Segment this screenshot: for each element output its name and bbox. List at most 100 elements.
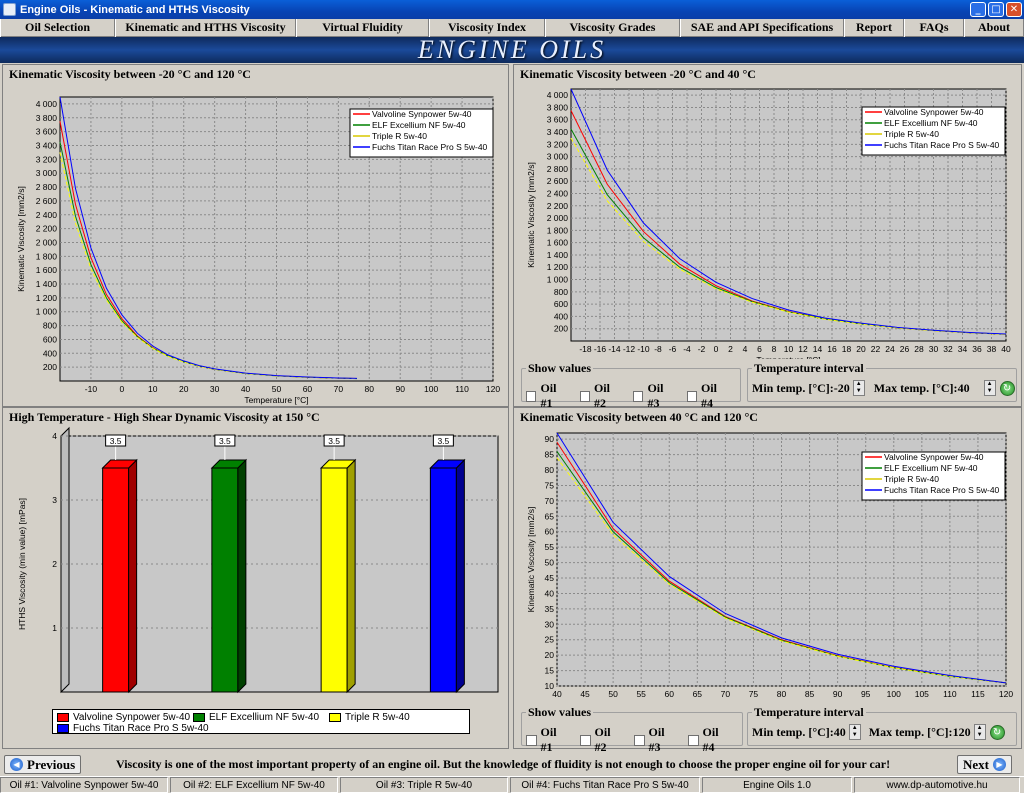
y-tick-label: 75 (545, 480, 555, 490)
max-temp-field[interactable]: Max temp. [°C]: 40 (873, 380, 970, 395)
legend-label: ELF Excellium NF 5w-40 (884, 118, 978, 128)
x-tick-label: 6 (757, 344, 762, 354)
y-tick-label: 2 000 (36, 237, 58, 247)
menu-oil-selection[interactable]: Oil Selection (0, 19, 115, 37)
min-temp-spinner[interactable]: ▲ ▼ (848, 724, 861, 740)
x-tick-label: -14 (608, 344, 621, 354)
legend-box (861, 106, 1006, 156)
x-tick-label: 30 (210, 384, 220, 394)
y-tick-label: 2 200 (547, 201, 569, 211)
x-tick-label: 36 (972, 344, 982, 354)
oil1-checkbox[interactable]: Oil #1 (526, 381, 570, 411)
menu-report[interactable]: Report (844, 19, 904, 37)
x-tick-label: 50 (272, 384, 282, 394)
x-tick-label: 90 (395, 384, 405, 394)
min-temp-spinner[interactable]: ▲ ▼ (852, 380, 865, 396)
x-tick-label: 40 (241, 384, 251, 394)
y-tick-label: 80 (545, 465, 555, 475)
y-tick-label: 1 200 (547, 262, 569, 272)
status-oil2: Oil #2: ELF Excellium NF 5w-40 (170, 777, 338, 793)
oil2-checkbox[interactable]: Oil #2 (579, 381, 624, 411)
next-button[interactable]: Next ▶ (957, 755, 1012, 774)
show-values-label: Show values (526, 705, 594, 720)
menu-viscosity-index[interactable]: Viscosity Index (429, 19, 545, 37)
menu-kinematic-hths[interactable]: Kinematic and HTHS Viscosity (115, 19, 296, 37)
menu-virtual-fluidity[interactable]: Virtual Fluidity (296, 19, 429, 37)
x-tick-label: 115 (971, 689, 985, 699)
x-axis-label: Temperature [°C] (749, 700, 813, 702)
x-tick-label: 20 (179, 384, 189, 394)
max-temp-spinner[interactable]: ▲ ▼ (973, 724, 986, 740)
legend-label: Triple R 5w-40 (884, 474, 939, 484)
hths-legend-item-3: Triple R 5w-40 (329, 712, 410, 723)
x-tick-label: 34 (958, 344, 968, 354)
temp-interval-group-low: Temperature interval Min temp. [°C]: -20 … (747, 361, 1017, 402)
y-tick-label: 800 (43, 321, 57, 331)
value-label: 3.5 (437, 436, 449, 446)
bar-side (455, 458, 465, 694)
x-tick-label: -6 (669, 344, 677, 354)
x-tick-label: 18 (842, 344, 852, 354)
x-tick-label: 12 (798, 344, 808, 354)
max-temp-field[interactable]: Max temp. [°C]: 120 (868, 724, 971, 739)
maximize-button[interactable]: □ (988, 2, 1004, 17)
oil3-checkbox[interactable]: Oil #3 (633, 381, 677, 411)
x-tick-label: 95 (861, 689, 871, 699)
min-temp-field[interactable]: Min temp. [°C]: 40 (752, 724, 846, 739)
x-tick-label: 50 (608, 689, 618, 699)
oil4-checkbox[interactable]: Oil #4 (688, 725, 732, 755)
x-tick-label: -18 (579, 344, 592, 354)
kv-low-chart: -18 -16 -14 -12 -10 -8 -6 -4 -2 0 2 4 6 8 10 12 14 16 18 20… (526, 88, 1011, 359)
oil3-checkbox[interactable]: Oil #3 (634, 725, 678, 755)
oil2-checkbox[interactable]: Oil #2 (580, 725, 624, 755)
y-tick-label: 3 600 (36, 127, 58, 137)
y-tick-label: 200 (43, 362, 57, 372)
y-tick-label: 2 800 (36, 182, 58, 192)
minimize-button[interactable]: _ (970, 2, 986, 17)
y-tick-label: 1 600 (547, 238, 569, 248)
y-tick-label: 1 400 (36, 279, 58, 289)
y-tick-label: 2 400 (36, 210, 58, 220)
x-tick-label: 90 (833, 689, 843, 699)
menu-viscosity-grades[interactable]: Viscosity Grades (545, 19, 680, 37)
y-tick-label: 3 (52, 495, 57, 505)
bar-top (429, 459, 466, 469)
max-temp-spinner[interactable]: ▲ ▼ (983, 380, 996, 396)
bar (320, 467, 348, 693)
series-line (556, 457, 1007, 684)
bar-top (101, 459, 138, 469)
x-tick-label: 0 (714, 344, 719, 354)
x-tick-label: 40 (552, 689, 562, 699)
min-temp-field[interactable]: Min temp. [°C]: -20 (752, 380, 850, 395)
y-tick-label: 1 000 (547, 275, 569, 285)
hths-legend: Valvoline Synpower 5w-40 ELF Excellium N… (52, 709, 470, 734)
y-tick-label: 25 (545, 635, 555, 645)
value-box (214, 434, 236, 447)
y-tick-label: 3 600 (547, 115, 569, 125)
previous-button[interactable]: ◀ Previous (4, 755, 82, 774)
series-line (570, 137, 1007, 335)
bar (211, 467, 239, 693)
status-version: Engine Oils 1.0 (702, 777, 852, 793)
value-label: 3.5 (328, 436, 340, 446)
y-tick-label: 800 (554, 287, 568, 297)
oil4-checkbox[interactable]: Oil #4 (686, 381, 731, 411)
oil1-checkbox[interactable]: Oil #1 (526, 725, 570, 755)
x-tick-label: 4 (743, 344, 748, 354)
x-tick-label: 30 (929, 344, 939, 354)
x-tick-label: 38 (987, 344, 997, 354)
x-tick-label: -10 (637, 344, 650, 354)
y-tick-label: 15 (545, 666, 555, 676)
bar-side (237, 458, 247, 694)
close-button[interactable]: ✕ (1006, 2, 1022, 17)
menu-sae-api[interactable]: SAE and API Specifications (680, 19, 844, 37)
legend-label: Triple R 5w-40 (372, 131, 427, 141)
hths-legend-item-4: Fuchs Titan Race Pro S 5w-40 (57, 723, 209, 734)
menu-faqs[interactable]: FAQs (904, 19, 964, 37)
y-tick-label: 85 (545, 450, 555, 460)
x-axis-label: Temperature [°C] (244, 395, 308, 405)
menu-about[interactable]: About (964, 19, 1024, 37)
apply-interval-icon[interactable]: ↻ (989, 724, 1005, 740)
x-tick-label: 75 (749, 689, 759, 699)
apply-interval-icon[interactable]: ↻ (999, 380, 1015, 396)
